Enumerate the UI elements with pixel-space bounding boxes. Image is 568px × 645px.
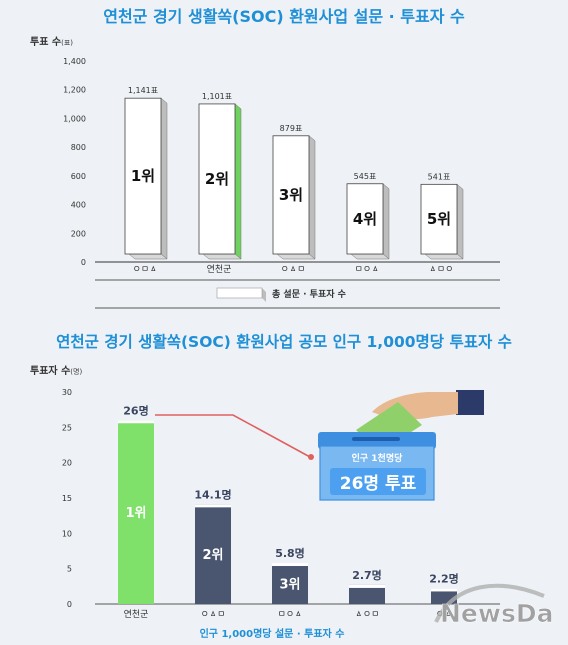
chart1-y-tick-label: 800 (71, 143, 86, 152)
chart1-bar-bottom (276, 253, 316, 260)
chart2-y-tick-label: 30 (62, 388, 72, 397)
chart1-y-tick-label: 0 (81, 258, 86, 267)
chart2-rank-label: 2위 (202, 548, 223, 563)
chart2-bar (118, 420, 154, 604)
chart1-rank-label: 2위 (205, 170, 229, 188)
chart1-bar-bottom (128, 253, 168, 260)
chart2-y-tick-label: 25 (62, 423, 72, 432)
chart2-category-label: 연천군 (124, 609, 149, 620)
chart1-y-ticks: 0 200 400 600 800 1,000 1,200 1,400 (63, 57, 86, 267)
chart1-category-label: ㅁㅇㅿ (355, 265, 380, 275)
chart1-category-label: ㅿㅁㅇ (429, 265, 454, 275)
chart2-bar (272, 563, 308, 604)
callout-main-text: 26명 투표 (340, 474, 417, 494)
chart1-bar-bottom (202, 253, 242, 260)
chart1-bar-side (234, 103, 242, 260)
chart2-y-tick-label: 10 (62, 529, 72, 538)
chart2-bar (195, 504, 231, 604)
chart2-rank-label: 3위 (279, 578, 300, 593)
chart2-category-label: ㅇㅿ (436, 610, 453, 620)
chart1-bar-side (160, 97, 168, 260)
chart1-rank-label: 3위 (279, 186, 303, 204)
callout-main-panel (330, 468, 426, 495)
chart2-y-axis-label: 투표자 수(명) (30, 364, 82, 377)
chart2-rank-label: 1위 (125, 506, 146, 521)
chart1-bar (272, 135, 310, 255)
chart2-category-label: ㅿㅇㅁ (355, 610, 380, 620)
chart2-bar (349, 584, 385, 604)
chart1-legend: 총 설문 · 투표자 수 (216, 287, 346, 302)
chart2-title: 연천군 경기 생활쏙(SOC) 환원사업 공모 인구 1,000명당 투표자 수 (56, 332, 512, 351)
chart2-y-tick-label: 15 (62, 494, 72, 503)
chart2-y-tick-label: 5 (67, 565, 72, 574)
chart1-category-label: ㅇㅁㅿ (133, 265, 158, 275)
ballot-slot-icon (352, 437, 400, 441)
chart2-connector-line (155, 414, 311, 458)
chart1-value-label: 1,141표 (128, 86, 158, 95)
chart1-bar (346, 183, 384, 255)
legend-swatch (216, 287, 263, 299)
chart2-category-label: ㅁㅇㅿ (278, 610, 303, 620)
chart1-rank-label: 4위 (353, 210, 377, 228)
chart2-value-label: 2.7명 (352, 568, 382, 582)
chart1-bar-side (308, 135, 316, 260)
chart1-bar (198, 103, 236, 255)
chart1-value-label: 879표 (280, 124, 303, 133)
chart2-bar-cap (431, 588, 457, 592)
chart1-y-tick-label: 1,000 (63, 114, 86, 123)
chart2-bar-cap (272, 563, 308, 567)
chart1-bar-bottom (350, 253, 390, 260)
chart2-category-label: ㅇㅿㅁ (201, 610, 226, 620)
watermark-swoosh (434, 583, 545, 623)
chart1-y-tick-label: 1,200 (63, 86, 86, 95)
chart2-y-tick-label: 0 (67, 600, 72, 609)
legend-label: 총 설문 · 투표자 수 (272, 288, 346, 300)
chart1-y-tick-label: 1,400 (63, 57, 86, 66)
chart2-value-label: 5.8명 (275, 546, 305, 560)
chart1-rank-label: 5위 (427, 210, 451, 228)
chart2-bar-cap (118, 420, 154, 424)
chart2-y-tick-label: 20 (62, 459, 72, 468)
chart1-bar (420, 183, 458, 255)
ballot-box-callout: 인구 1천명당 26명 투표 (318, 432, 436, 501)
chart1-bar (124, 97, 162, 255)
chart1-category-label: ㅇㅿㅁ (281, 265, 306, 275)
chart1-y-tick-label: 400 (71, 201, 86, 210)
watermark-logo: NewsDa (434, 583, 554, 628)
callout-top-text: 인구 1천명당 (352, 452, 404, 464)
chart1-y-axis-label: 투표 수(표) (30, 36, 73, 48)
chart1-bar-side (456, 183, 464, 260)
chart1-value-label: 545표 (354, 172, 377, 181)
watermark-text: NewsDa (440, 599, 553, 628)
chart1-title: 연천군 경기 생활쏙(SOC) 환원사업 설문 · 투표자 수 (103, 7, 465, 26)
chart2-value-label: 2.2명 (429, 571, 459, 585)
chart1-y-tick-label: 600 (71, 172, 86, 181)
chart1-category-label: 연천군 (207, 264, 232, 275)
chart2-bar-cap (195, 504, 231, 508)
chart1-value-label: 1,101표 (202, 92, 232, 101)
chart1-bar-side (382, 183, 390, 260)
chart1-y-tick-label: 200 (71, 229, 86, 238)
chart2-y-ticks: 0 5 10 15 20 25 30 (62, 388, 72, 609)
chart2-x-axis-caption: 인구 1,000명당 설문 · 투표자 수 (200, 627, 345, 640)
sleeve-cuff (456, 390, 484, 415)
chart1-bar-bottom (424, 253, 464, 260)
chart2-bar-cap (349, 584, 385, 588)
chart2-value-label: 14.1명 (194, 487, 231, 501)
chart2-connector-dot (308, 454, 314, 460)
chart2-value-label: 26명 (123, 403, 148, 417)
chart1-rank-label: 1위 (131, 167, 155, 185)
chart1-value-label: 541표 (428, 172, 451, 181)
